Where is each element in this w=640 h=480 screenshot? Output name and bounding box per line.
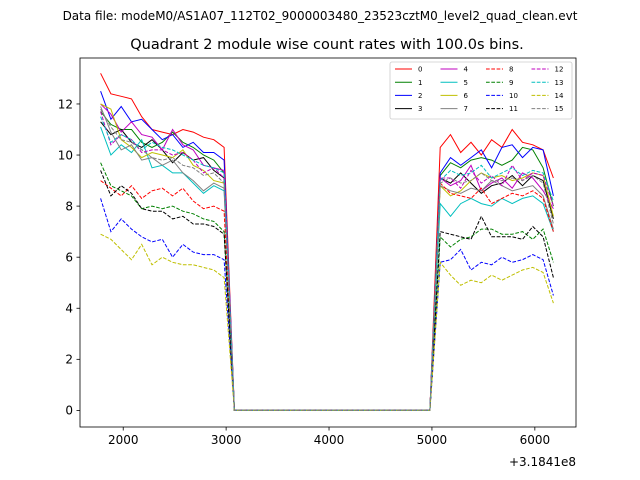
x-tick-label-3000: 3000 (211, 433, 242, 447)
series-line-0 (100, 73, 554, 411)
x-offset-label: +3.1841e8 (509, 455, 576, 469)
series-line-9 (100, 162, 554, 411)
series-line-15 (100, 108, 554, 411)
legend-label-7: 7 (464, 105, 468, 113)
series-line-14 (100, 233, 554, 411)
y-tick-label-8: 8 (65, 199, 73, 213)
legend-label-6: 6 (464, 92, 469, 100)
series-line-8 (100, 180, 554, 411)
legend-box (389, 61, 573, 120)
y-tick-label-6: 6 (65, 250, 73, 264)
legend-label-9: 9 (509, 79, 513, 87)
y-tick-label-10: 10 (58, 148, 73, 162)
x-tick-label-6000: 6000 (520, 433, 551, 447)
series-line-5 (100, 126, 554, 411)
y-tick-label-4: 4 (65, 302, 73, 316)
y-tick-label-12: 12 (58, 97, 73, 111)
legend-label-11: 11 (509, 105, 518, 113)
y-tick-label-2: 2 (65, 353, 73, 367)
series-line-11 (100, 170, 554, 411)
legend-label-2: 2 (418, 92, 422, 100)
legend-label-13: 13 (555, 79, 564, 87)
legend-label-8: 8 (509, 66, 513, 74)
series-line-10 (100, 198, 554, 411)
series-line-13 (100, 116, 554, 411)
x-tick-label-2000: 2000 (108, 433, 139, 447)
chart-title: Quadrant 2 module wise count rates with … (130, 37, 524, 53)
legend-label-0: 0 (418, 66, 422, 74)
legend-label-14: 14 (555, 92, 564, 100)
series-line-6 (100, 103, 554, 411)
legend-label-5: 5 (464, 79, 468, 87)
legend-label-4: 4 (464, 66, 469, 74)
legend-label-3: 3 (418, 105, 422, 113)
plot-area: 2000 3000 4000 5000 600002468101201234567891… (58, 57, 577, 447)
x-tick-label-5000: 5000 (417, 433, 448, 447)
series-line-4 (100, 103, 554, 411)
y-tick-label-0: 0 (65, 404, 73, 418)
figure-suptitle: Data file: modeM0/AS1A07_112T02_90000034… (63, 9, 578, 23)
legend-label-12: 12 (555, 66, 564, 74)
legend-label-15: 15 (555, 105, 564, 113)
series-line-3 (100, 121, 554, 411)
axes-frame (79, 57, 577, 428)
legend-label-1: 1 (418, 79, 422, 87)
x-tick-label-4000: 4000 (314, 433, 345, 447)
legend-label-10: 10 (509, 92, 518, 100)
series-line-7 (100, 106, 554, 411)
